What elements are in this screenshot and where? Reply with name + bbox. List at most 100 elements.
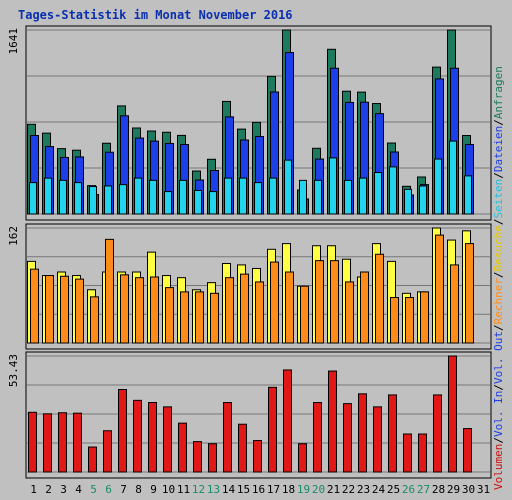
bar-volumen: [148, 402, 157, 473]
bar-seiten: [299, 179, 307, 215]
bar-seiten: [119, 184, 127, 215]
bar-seiten: [389, 166, 397, 215]
bar-rechner: [210, 292, 219, 344]
bar-seiten: [134, 177, 142, 215]
x-tick-label: 2: [45, 483, 52, 496]
x-tick-label: 22: [342, 483, 355, 496]
bar-rechner: [240, 273, 249, 344]
panel-bottom: 53.43: [7, 351, 492, 479]
x-tick-label: 4: [75, 483, 82, 496]
bar-seiten: [269, 177, 277, 215]
x-tick-label: 26: [402, 483, 415, 496]
bar-rechner: [255, 281, 264, 344]
x-tick-label: 25: [387, 483, 400, 496]
bar-seiten: [419, 185, 427, 215]
bar-seiten: [464, 175, 472, 215]
bar-volumen: [223, 402, 232, 473]
legend-separator: /: [492, 271, 505, 278]
x-tick-label: 28: [432, 483, 445, 496]
bar-seiten: [359, 177, 367, 215]
bar-seiten: [104, 185, 112, 215]
bar-seiten: [194, 189, 202, 215]
bar-seiten: [89, 186, 97, 215]
bar-rechner: [165, 287, 174, 344]
bar-volumen: [253, 440, 262, 473]
bar-rechner: [345, 281, 354, 344]
bar-seiten: [284, 159, 292, 215]
bar-seiten: [404, 188, 412, 215]
x-tick-label: 17: [267, 483, 280, 496]
bar-seiten: [209, 191, 217, 215]
bar-rechner: [195, 291, 204, 344]
bar-volumen: [163, 406, 172, 473]
x-tick-label: 8: [135, 483, 142, 496]
bar-rechner: [315, 260, 324, 344]
x-tick-label: 15: [237, 483, 250, 496]
x-tick-label: 18: [282, 483, 295, 496]
bar-volumen: [433, 394, 442, 473]
x-tick-label: 10: [162, 483, 175, 496]
bar-seiten: [254, 182, 262, 215]
legend-separator: /: [492, 437, 505, 444]
x-tick-label: 27: [417, 483, 430, 496]
bar-volumen: [58, 412, 67, 473]
bar-volumen: [313, 402, 322, 473]
legend-item: Anfragen: [492, 66, 505, 119]
bar-volumen: [208, 443, 217, 473]
x-tick-label: 1: [30, 483, 37, 496]
bar-rechner: [135, 277, 144, 344]
x-tick-label: 13: [207, 483, 220, 496]
bar-rechner: [45, 275, 54, 344]
bar-volumen: [28, 411, 37, 473]
chart-title: Tages-Statistik im Monat November 2016: [18, 8, 293, 22]
x-tick-label: 19: [297, 483, 310, 496]
x-tick-label: 7: [120, 483, 127, 496]
legend-separator: /: [492, 172, 505, 179]
panel-middle: 162: [7, 223, 492, 350]
legend-separator: /: [492, 119, 505, 126]
panel-top: 1641: [7, 25, 492, 221]
bar-seiten: [434, 158, 442, 215]
bar-volumen: [388, 394, 397, 473]
bar-seiten: [239, 177, 247, 215]
legend-separator: /: [492, 218, 505, 225]
bar-seiten: [179, 179, 187, 215]
legend-separator: /: [492, 324, 505, 331]
bar-rechner: [375, 253, 384, 344]
bar-volumen: [193, 441, 202, 473]
legend-item: Seiten: [492, 179, 505, 219]
bar-volumen: [283, 369, 292, 473]
bar-seiten: [149, 179, 157, 215]
legend-item: Vol. Out: [492, 331, 505, 384]
x-axis-ticks: 1 2 3 4 5 6 7 8 9 10 11 12 13 14 15 16 17 18 19 20 21 22 23 24 2…: [30, 483, 490, 496]
legend-right: Volumen/Vol. In/Vol. Out/Rechner/Besuche…: [492, 66, 505, 490]
bar-volumen: [373, 406, 382, 473]
bar-rechner: [390, 297, 399, 344]
bar-seiten: [29, 182, 37, 215]
legend-item: Volumen: [492, 444, 505, 490]
bar-rechner: [60, 275, 69, 344]
chart-panels: 1641 162 53.43: [7, 25, 492, 479]
bar-rechner: [75, 278, 84, 344]
bar-seiten: [224, 177, 232, 215]
x-tick-label: 14: [222, 483, 236, 496]
x-tick-label: 23: [357, 483, 370, 496]
x-tick-label: 6: [105, 483, 112, 496]
x-tick-label: 9: [150, 483, 157, 496]
legend-item: Besuche: [492, 225, 505, 271]
bar-seiten: [59, 179, 67, 215]
legend-item: Rechner: [492, 278, 505, 325]
x-tick-label: 12: [192, 483, 205, 496]
bar-seiten: [374, 172, 382, 215]
bar-rechner: [420, 291, 429, 344]
bar-seiten: [314, 179, 322, 215]
x-tick-label: 24: [372, 483, 386, 496]
bar-volumen: [268, 386, 277, 473]
bar-rechner: [465, 243, 474, 344]
bar-volumen: [403, 433, 412, 473]
x-tick-label: 16: [252, 483, 265, 496]
bar-rechner: [90, 296, 99, 344]
bar-seiten: [344, 179, 352, 215]
